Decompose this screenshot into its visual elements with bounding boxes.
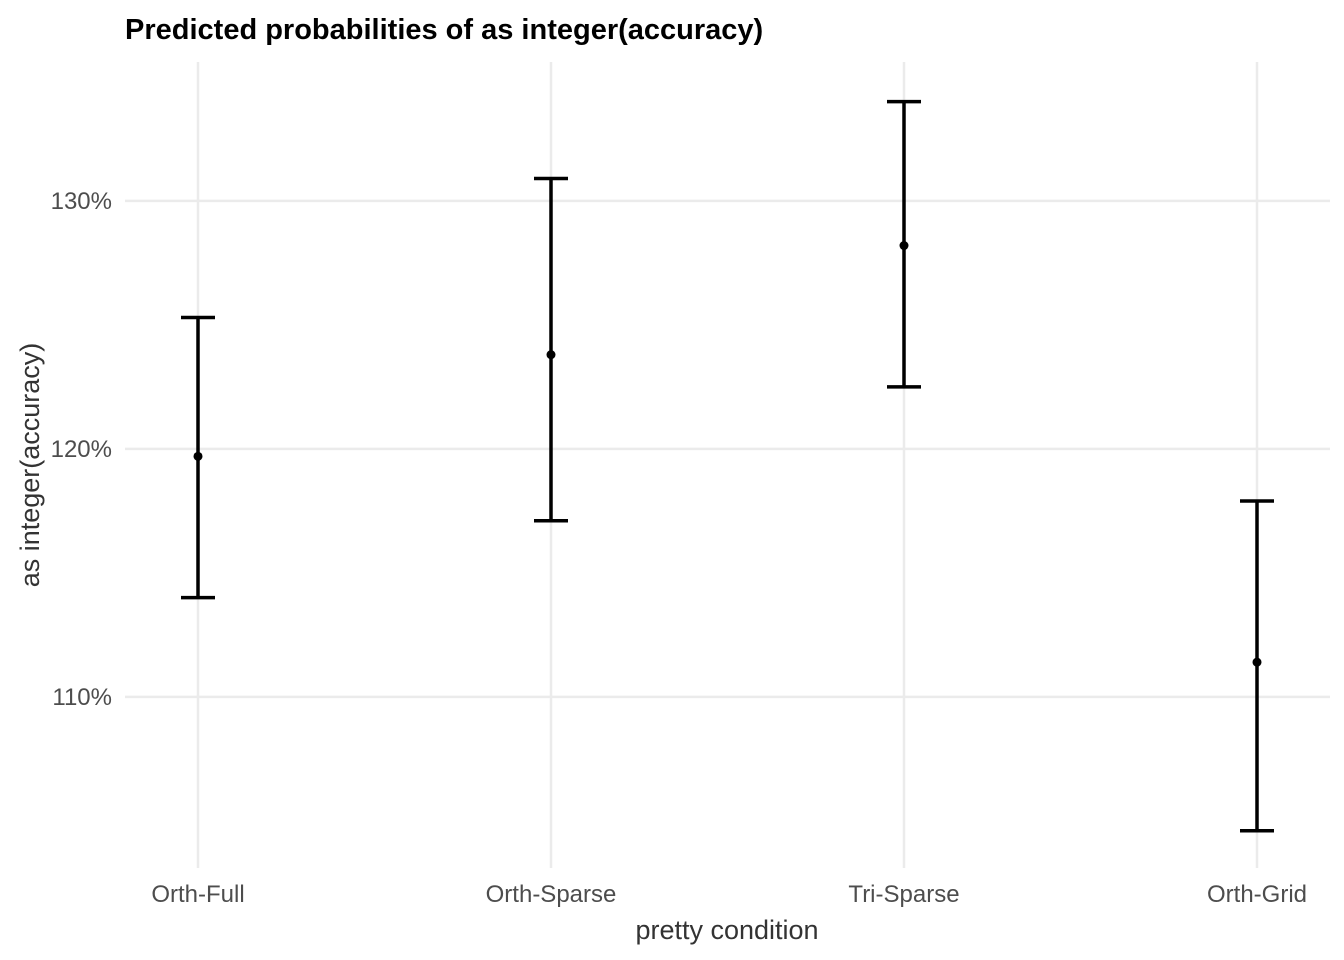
- gridlines: [125, 62, 1330, 868]
- error-bar-orth-full: [181, 315, 215, 600]
- estimate-point: [193, 451, 203, 461]
- estimate-point: [899, 241, 909, 251]
- x-tick-label: Orth-Sparse: [486, 881, 617, 908]
- error-bar-tri-sparse: [887, 99, 921, 389]
- x-axis-title: pretty condition: [635, 915, 818, 945]
- x-tick-label: Tri-Sparse: [848, 881, 959, 908]
- y-tick-label: 120%: [51, 436, 112, 463]
- error-bar-orth-sparse: [534, 176, 568, 523]
- estimate-point: [546, 350, 556, 360]
- error-bar-orth-grid: [1240, 499, 1274, 833]
- y-tick-label: 110%: [52, 684, 112, 711]
- chart-title: Predicted probabilities of as integer(ac…: [125, 14, 763, 46]
- x-tick-label: Orth-Grid: [1207, 881, 1307, 908]
- error-bars: [181, 99, 1274, 833]
- estimate-point: [1252, 657, 1262, 667]
- y-tick-label: 130%: [51, 188, 112, 215]
- y-axis-title: as integer(accuracy): [15, 343, 45, 588]
- x-tick-label: Orth-Full: [151, 881, 244, 908]
- tick-labels: 110% 120% 130% Orth-Full Orth-Sparse Tri-Spar…: [51, 188, 1307, 908]
